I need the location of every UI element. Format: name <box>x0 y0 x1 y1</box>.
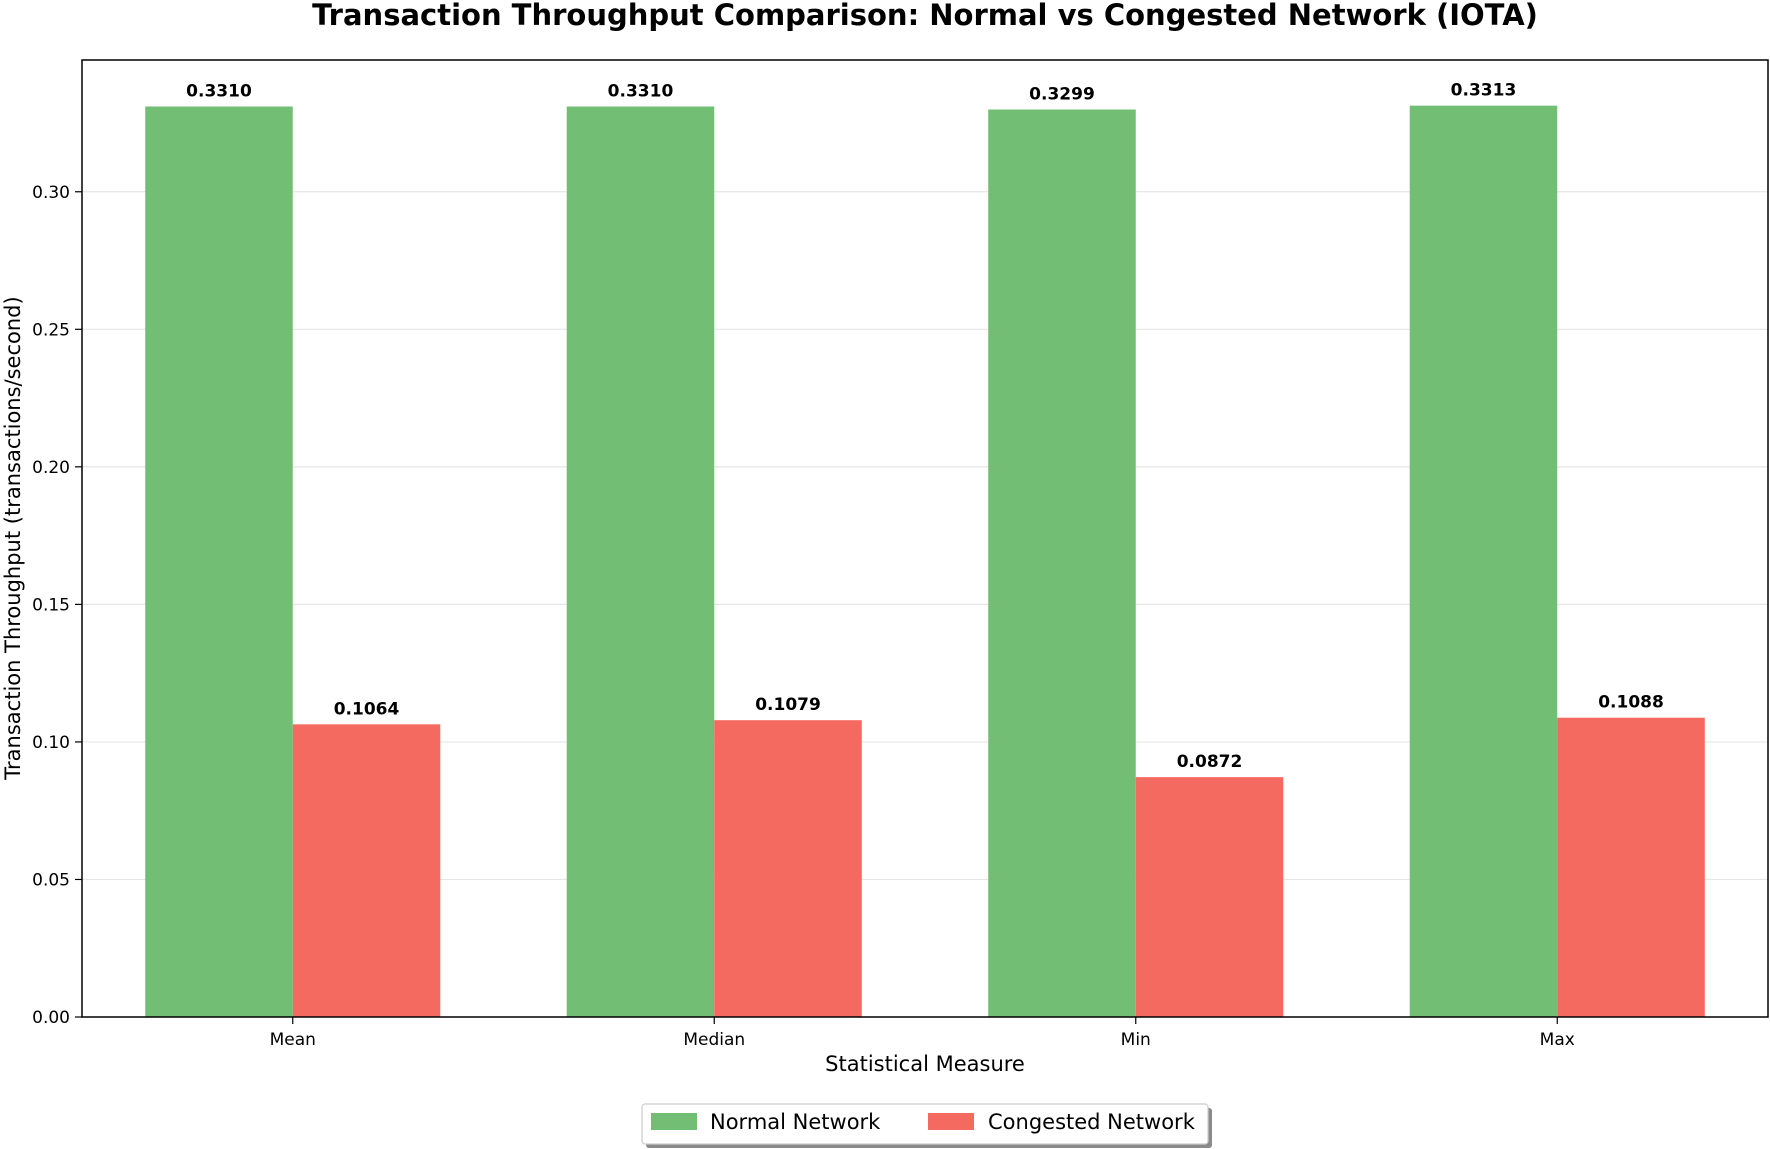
bar-value-label: 0.3313 <box>1451 81 1517 101</box>
legend-label-normal-network: Normal Network <box>710 1110 881 1134</box>
bars <box>145 105 1705 1018</box>
y-tick-label: 0.05 <box>32 870 70 890</box>
bar-value-labels: 0.3310 0.1064 0.3310 0.1079 0.3299 0.0872 0.33… <box>186 81 1664 772</box>
bar-value-label: 0.3310 <box>186 81 252 101</box>
bar <box>145 106 293 1018</box>
chart-title: Transaction Throughput Comparison: Norma… <box>312 0 1538 32</box>
legend-label-congested-network: Congested Network <box>988 1110 1196 1134</box>
legend-box <box>641 1103 1209 1145</box>
legend-swatch-normal-network <box>651 1113 697 1130</box>
plot-frame <box>81 59 1769 1018</box>
bar <box>1557 717 1705 1017</box>
legend-swatch-congested-network <box>928 1113 974 1130</box>
y-tick-label: 0.25 <box>32 320 70 340</box>
bar-value-label: 0.0872 <box>1177 752 1243 772</box>
bar <box>1135 777 1284 1017</box>
bar <box>988 109 1136 1018</box>
bar-value-label: 0.1064 <box>334 699 400 719</box>
bar-value-label: 0.1088 <box>1598 693 1664 713</box>
x-tick-label: Median <box>683 1030 745 1050</box>
legend: Normal Network Congested Network <box>641 1103 1212 1148</box>
bar <box>292 724 441 1017</box>
x-axis-label: Statistical Measure <box>825 1052 1025 1076</box>
y-axis-label: Transaction Throughput (transactions/sec… <box>1 296 25 780</box>
bar-value-label: 0.3310 <box>608 81 674 101</box>
bar-value-label: 0.3299 <box>1029 85 1095 105</box>
y-tick-label: 0.00 <box>32 1008 70 1028</box>
y-tick-label: 0.20 <box>32 458 70 478</box>
x-tick-label: Mean <box>270 1030 316 1050</box>
y-tick-label: 0.30 <box>32 183 70 203</box>
bar-value-label: 0.1079 <box>755 695 821 715</box>
bar <box>566 106 715 1018</box>
y-tick-label: 0.10 <box>32 733 70 753</box>
y-tick-label: 0.15 <box>32 595 70 615</box>
x-tick-label: Max <box>1540 1030 1575 1050</box>
x-tick-label: Min <box>1121 1030 1151 1050</box>
y-axis-ticks: 0.00 0.05 0.10 0.15 0.20 0.25 0.30 <box>32 183 82 1028</box>
bar <box>1409 105 1558 1017</box>
bar <box>714 720 862 1017</box>
x-axis-ticks: Mean Median Min Max <box>270 1017 1575 1050</box>
